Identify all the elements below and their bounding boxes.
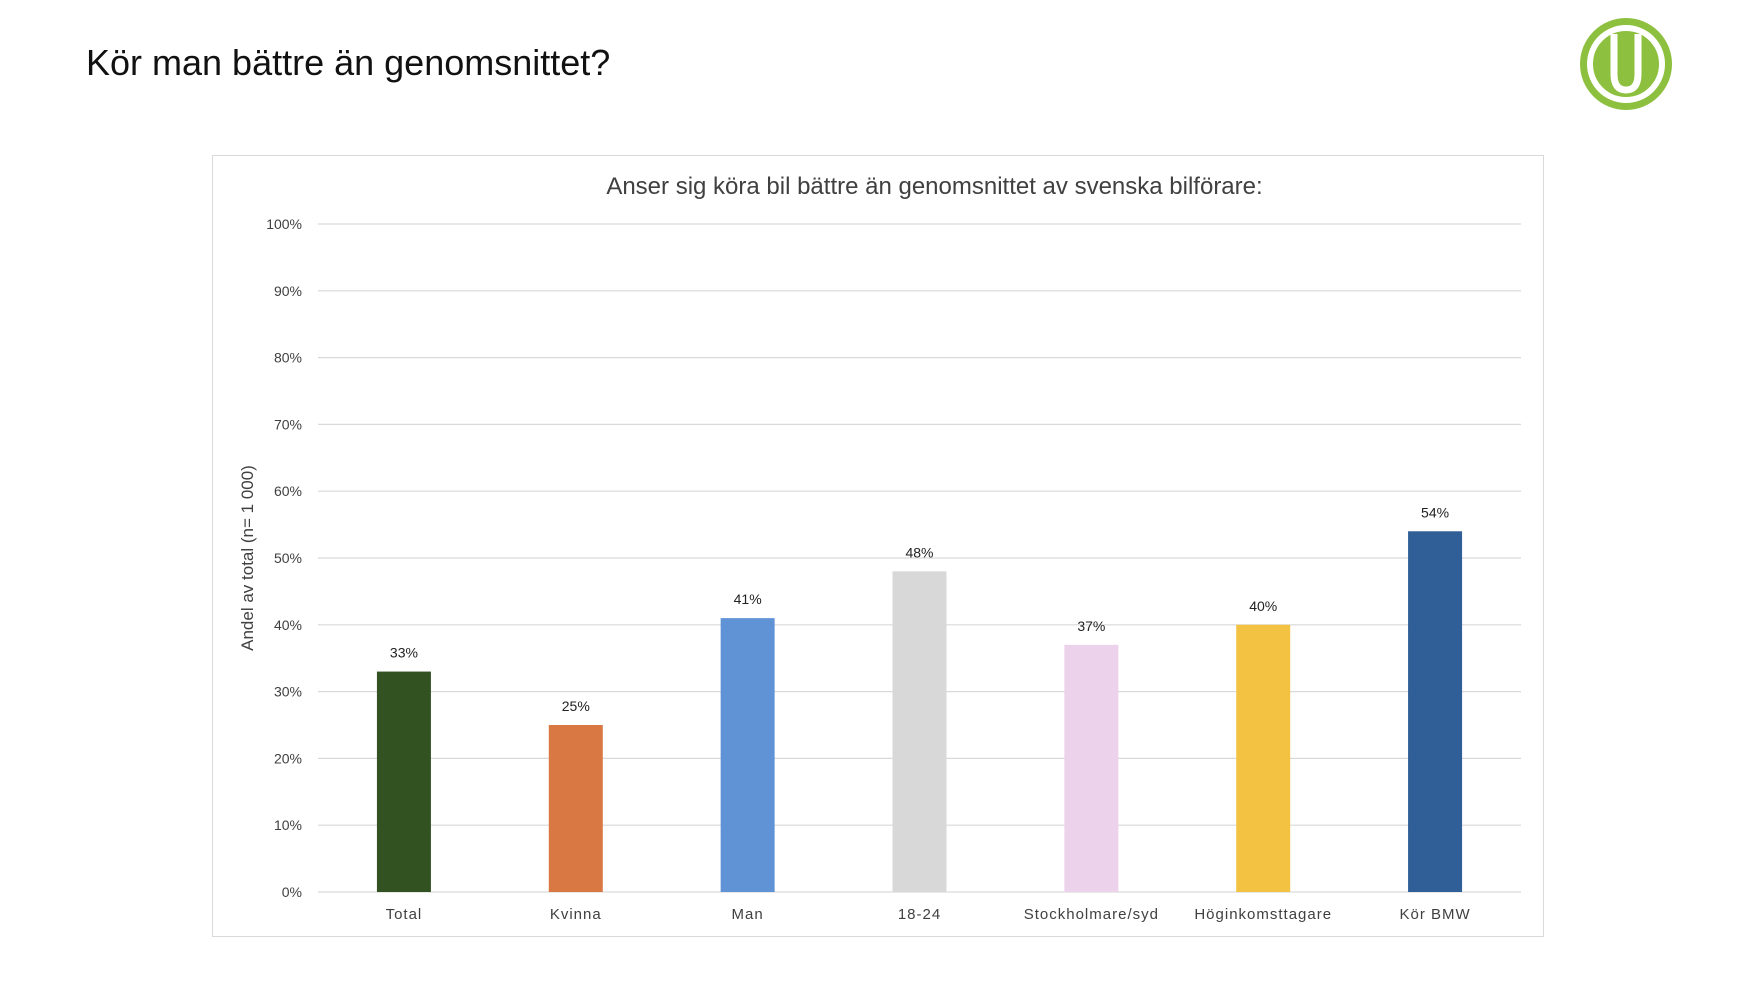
data-label: 40% — [1249, 598, 1277, 614]
slide-title: Kör man bättre än genomsnittet? — [86, 42, 611, 83]
chart-container: Anser sig köra bil bättre än genomsnitte… — [212, 155, 1544, 937]
y-tick-label: 40% — [274, 617, 302, 633]
y-tick-label: 70% — [274, 416, 302, 432]
bar — [1408, 531, 1463, 892]
bar — [1236, 624, 1291, 892]
chart-title: Anser sig köra bil bättre än genomsnitte… — [606, 173, 1262, 200]
data-label: 37% — [1077, 618, 1105, 634]
y-tick-label: 10% — [274, 817, 302, 833]
bar — [1064, 644, 1119, 892]
data-label: 33% — [390, 645, 418, 661]
x-tick-label: 18-24 — [898, 906, 941, 923]
x-tick-label: Total — [386, 906, 423, 923]
y-axis-label: Andel av total (n= 1 000) — [238, 465, 257, 651]
brand-logo-icon — [1580, 18, 1672, 110]
bar-chart: Anser sig köra bil bättre än genomsnitte… — [238, 173, 1521, 923]
data-label: 25% — [562, 698, 590, 714]
bar — [376, 671, 431, 892]
bar — [892, 571, 947, 892]
x-tick-label: Man — [732, 906, 764, 923]
y-tick-label: 0% — [282, 884, 302, 900]
x-tick-label: Kör BMW — [1399, 906, 1470, 923]
x-tick-label: Stockholmare/syd — [1024, 906, 1159, 923]
y-tick-label: 100% — [266, 216, 302, 232]
y-tick-label: 80% — [274, 350, 302, 366]
bar — [548, 725, 603, 892]
y-tick-label: 90% — [274, 283, 302, 299]
y-tick-label: 50% — [274, 550, 302, 566]
data-label: 54% — [1421, 504, 1449, 520]
y-tick-label: 30% — [274, 684, 302, 700]
data-label: 48% — [905, 544, 933, 560]
data-label: 41% — [734, 591, 762, 607]
x-tick-label: Kvinna — [550, 906, 602, 923]
y-tick-label: 20% — [274, 750, 302, 766]
y-tick-label: 60% — [274, 483, 302, 499]
x-tick-label: Höginkomsttagare — [1194, 906, 1332, 923]
bar — [720, 618, 775, 892]
